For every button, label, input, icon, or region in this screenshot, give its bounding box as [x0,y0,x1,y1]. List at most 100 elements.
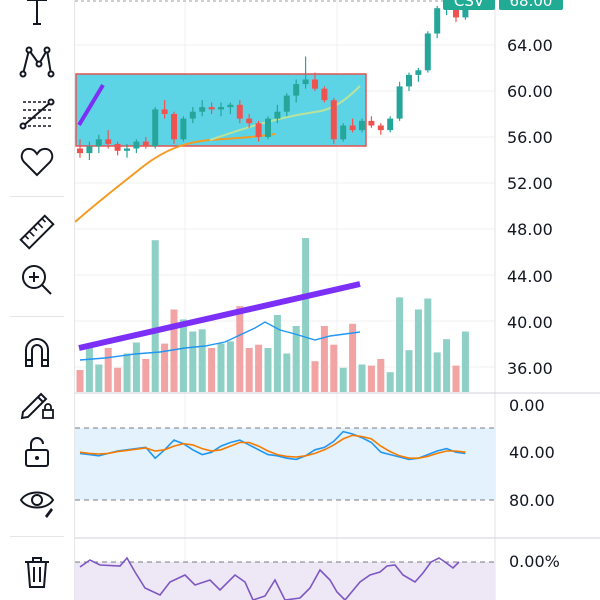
volume-bar [330,344,338,392]
candle [199,107,206,112]
candle [77,148,83,154]
heart-icon[interactable] [12,140,62,184]
volume-bar [114,367,122,392]
candle [377,125,384,131]
volume-bar [151,240,159,392]
candle [302,79,309,85]
candle [189,111,196,119]
volume-bar [433,352,441,392]
moving-average-line-light [209,85,361,141]
candle [246,118,253,124]
volume-bar [302,238,310,392]
volume-bar [405,350,413,392]
trash-icon[interactable] [12,550,62,594]
price-axis-label: 44.00 [507,267,553,286]
volume-bar [85,348,93,392]
volume-bar [76,370,84,392]
price-axis: 64.00 60.00 56.00 52.00 48.00 44.00 40.0… [507,36,553,378]
lock-open-icon[interactable] [12,430,62,474]
trend-line[interactable] [78,281,361,351]
oscillator-axis-label: 0.00% [509,552,560,571]
toolbar-separator [10,316,64,317]
volume-bar [349,323,357,392]
stochastic-pane [75,427,495,501]
candle [359,120,365,131]
text-icon[interactable] [12,0,62,34]
candle [105,139,112,144]
volume-bar [461,331,469,392]
stochastic-axis-label: 0.00 [509,396,545,415]
price-axis-label: 64.00 [507,36,553,55]
candle [415,70,422,75]
volume-bar [386,372,394,392]
chart-area[interactable]: CSV 68.00 64.00 60.00 56.00 52.00 48.00 … [75,0,600,600]
eye-icon[interactable] [12,478,62,522]
volume-bar [142,359,150,392]
volume-bar [161,343,169,392]
volume-bar [170,309,178,392]
candle [293,84,300,96]
volume-bar [179,319,187,392]
pencil-lock-icon[interactable] [12,380,62,424]
price-pane [75,0,495,392]
oscillator-line [79,556,460,600]
volume-bar [132,342,140,392]
volume-ma-line [79,321,361,361]
oscillator-band [75,562,495,600]
zoom-in-icon[interactable] [12,258,62,302]
volume-bar [358,364,366,392]
trend-line-small[interactable] [77,83,105,127]
price-axis-label: 36.00 [507,359,553,378]
candle [86,146,93,154]
volume-bar [236,306,244,392]
stochastic-axis: 0.00 40.00 80.00 [509,396,555,510]
candle [424,33,431,71]
candle [124,148,130,151]
stochastic-axis-label: 80.00 [509,491,555,510]
candle [283,95,290,112]
stochastic-band [75,428,495,500]
volume-bar [245,348,253,392]
volume-bar [292,326,300,392]
volume-bar [255,344,263,392]
oscillator-axis: 0.00% [509,552,560,571]
candle [406,74,412,87]
candle [95,139,102,147]
fib-retracement-icon[interactable] [12,90,62,134]
candle [330,100,337,140]
toolbar-separator [10,536,64,537]
pattern-icon[interactable] [12,40,62,84]
ruler-icon[interactable] [12,210,62,254]
volume-bar [104,348,112,392]
volume-bar [283,353,291,392]
candle [265,118,271,137]
volume-bar [123,353,131,392]
volume-bar [208,348,216,392]
stochastic-axis-label: 40.00 [509,443,555,462]
price-badge: CSV 68.00 [443,0,563,10]
magnet-icon[interactable] [12,330,62,374]
price-axis-label: 52.00 [507,174,553,193]
candle [142,141,149,147]
price-badge-value: 68.00 [510,0,553,10]
candle [321,88,328,101]
moving-average-line [75,133,276,223]
price-badge-symbol: CSV [454,0,485,10]
candle [368,120,375,126]
volume-bar [414,309,422,392]
volume-bar [264,348,272,392]
volume-bar [95,364,103,392]
drawing-toolbar [0,0,75,600]
volume-bar [189,331,197,392]
oscillator-pane [75,556,495,600]
volume-bar [443,339,451,392]
volume-bar [367,365,375,392]
volume-bar [226,341,234,392]
price-axis-label: 60.00 [507,82,553,101]
volume-bar [452,365,460,392]
price-axis-label: 48.00 [507,220,553,239]
candle [218,107,224,110]
candle [208,107,215,110]
volume-bars [76,238,469,392]
candle [227,104,234,108]
